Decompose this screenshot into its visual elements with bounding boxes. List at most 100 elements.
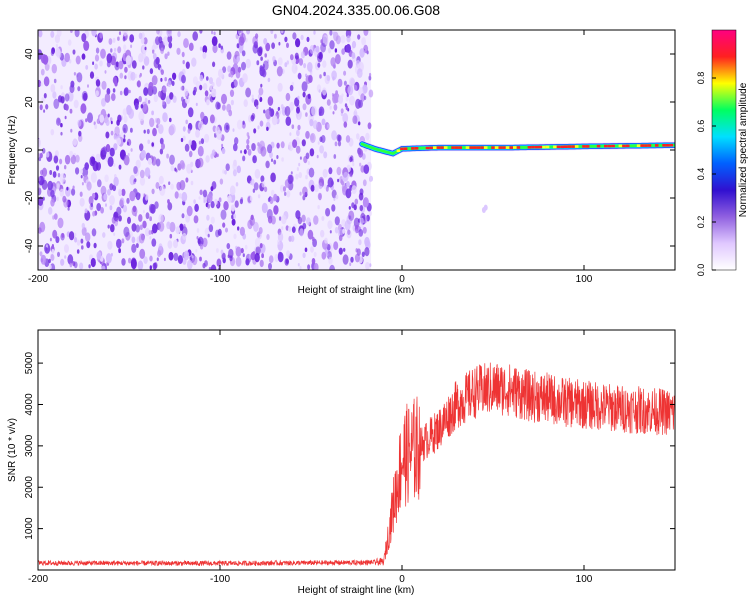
noise-blob — [151, 110, 155, 116]
noise-blob — [216, 258, 222, 267]
noise-blob — [187, 107, 194, 118]
noise-blob — [199, 123, 202, 128]
noise-blob — [75, 55, 81, 65]
noise-blob — [167, 30, 172, 35]
noise-blob — [102, 232, 106, 238]
noise-blob — [138, 95, 142, 103]
noise-blob — [322, 168, 328, 178]
noise-blob — [55, 43, 59, 48]
signal-cell — [516, 146, 521, 149]
noise-blob — [225, 163, 230, 171]
noise-blob — [139, 248, 146, 259]
spectrogram-xtick-label: 0 — [399, 274, 405, 285]
noise-blob — [126, 197, 130, 204]
noise-blob — [333, 92, 340, 104]
noise-blob — [273, 205, 279, 215]
noise-blob — [270, 30, 274, 34]
noise-blob — [107, 156, 114, 167]
noise-blob — [65, 104, 69, 111]
signal-cell — [462, 146, 466, 149]
noise-blob — [210, 201, 215, 209]
noise-blob — [118, 188, 122, 196]
noise-blob — [356, 248, 361, 256]
noise-blob — [92, 211, 96, 217]
noise-blob — [56, 183, 60, 190]
noise-blob — [277, 252, 284, 263]
noise-blob — [254, 252, 260, 263]
noise-blob — [124, 75, 127, 80]
noise-blob — [358, 239, 362, 246]
noise-blob — [95, 47, 100, 54]
noise-blob — [230, 204, 236, 212]
noise-blob — [81, 33, 87, 43]
snr-xtick-label: -200 — [28, 574, 48, 585]
noise-blob — [151, 75, 158, 86]
noise-blob — [135, 159, 141, 169]
noise-blob — [116, 137, 122, 146]
noise-blob — [126, 141, 129, 146]
noise-blob — [214, 126, 220, 136]
noise-blob — [138, 233, 145, 244]
noise-blob — [163, 257, 166, 262]
noise-blob — [173, 239, 178, 249]
noise-blob — [99, 114, 105, 123]
noise-blob — [347, 229, 351, 235]
noise-blob — [284, 62, 288, 68]
signal-cell — [454, 146, 459, 149]
noise-blob — [103, 193, 108, 201]
noise-blob — [237, 66, 242, 73]
noise-blob — [139, 224, 143, 231]
noise-blob — [295, 145, 301, 154]
noise-blob — [96, 251, 102, 260]
noise-blob — [192, 76, 198, 85]
noise-blob — [233, 213, 237, 219]
noise-blob — [60, 85, 63, 90]
noise-blob — [256, 60, 260, 66]
noise-blob — [345, 188, 352, 199]
noise-blob — [157, 250, 162, 257]
noise-blob — [286, 250, 291, 258]
noise-blob — [75, 154, 80, 163]
noise-blob — [113, 176, 119, 187]
noise-blob — [336, 166, 342, 176]
noise-blob — [331, 130, 337, 141]
noise-blob — [84, 208, 88, 214]
noise-blob — [305, 174, 308, 180]
noise-blob — [192, 255, 198, 266]
noise-blob — [320, 39, 323, 44]
colorbar-gradient — [711, 29, 737, 271]
noise-blob — [271, 42, 275, 49]
noise-blob — [277, 57, 283, 66]
noise-blob — [60, 131, 63, 136]
noise-blob — [200, 138, 205, 145]
noise-blob — [281, 226, 284, 231]
noise-blob — [210, 264, 217, 270]
noise-blob — [79, 191, 83, 197]
noise-blob — [81, 53, 86, 60]
noise-blob — [346, 93, 349, 98]
noise-blob — [243, 149, 247, 155]
noise-blob — [107, 189, 111, 196]
noise-blob — [307, 62, 313, 72]
noise-blob — [136, 80, 141, 88]
snr-ytick-label: 5000 — [24, 352, 35, 375]
noise-blob — [160, 47, 165, 54]
noise-blob — [322, 87, 327, 96]
noise-blob — [290, 171, 293, 175]
noise-blob — [110, 48, 113, 53]
noise-blob — [359, 205, 364, 212]
noise-blob — [206, 99, 210, 106]
noise-blob — [53, 155, 59, 164]
noise-blob — [101, 98, 106, 107]
signal-cell — [411, 147, 415, 150]
noise-blob — [48, 207, 53, 215]
noise-blob — [116, 238, 122, 249]
signal-cell — [611, 144, 615, 148]
noise-blob — [260, 83, 263, 88]
noise-blob — [257, 194, 261, 199]
noise-blob — [55, 165, 60, 171]
noise-blob — [303, 63, 307, 69]
noise-blob — [148, 230, 152, 235]
signal-cell — [651, 144, 655, 147]
noise-blob — [53, 98, 60, 110]
